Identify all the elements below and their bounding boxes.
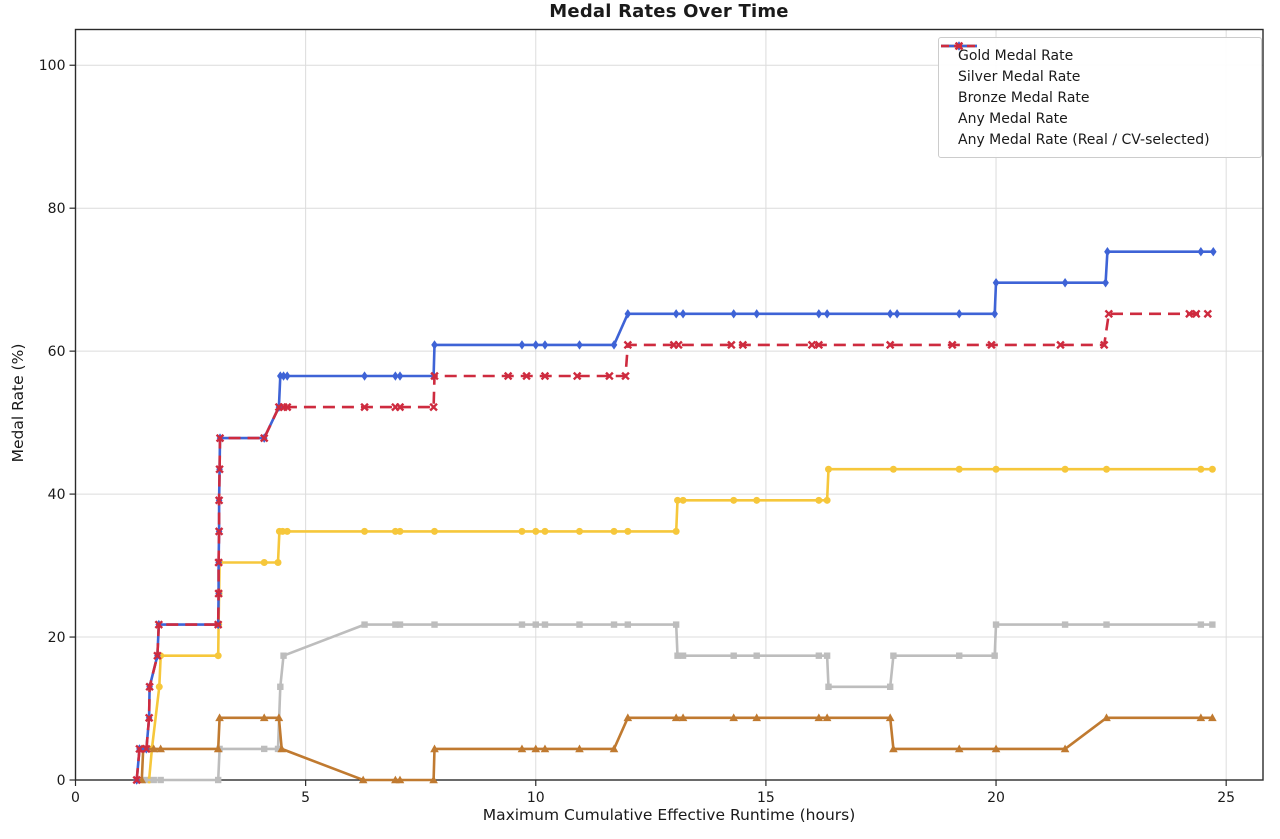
legend-label: Bronze Medal Rate	[958, 89, 1090, 106]
series-any-medal-rate-real-cv-selected	[132, 309, 1213, 785]
y-tick-label: 100	[39, 58, 66, 74]
x-tick-label: 15	[757, 790, 775, 806]
legend-label: Any Medal Rate (Real / CV-selected)	[958, 131, 1210, 148]
y-tick-label: 80	[48, 201, 66, 217]
y-tick-label: 60	[48, 344, 66, 360]
series-any-medal-rate	[133, 247, 1217, 785]
y-tick-label: 20	[48, 630, 66, 646]
legend-item-2: Bronze Medal Rate	[941, 41, 1251, 108]
x-tick-label: 25	[1217, 790, 1235, 806]
x-tick-label: 5	[301, 790, 310, 806]
legend-item-0: Gold Medal Rate	[941, 42, 1251, 66]
series-silver-medal-rate	[141, 621, 1216, 784]
x-tick-label: 10	[527, 790, 545, 806]
legend-item-3: Any Medal Rate	[941, 41, 1251, 129]
x-tick-label: 0	[71, 790, 80, 806]
legend-label: Any Medal Rate	[958, 110, 1068, 127]
y-tick-label: 0	[57, 773, 66, 789]
legend: Gold Medal Rate Silver Medal Rate Bronze M…	[938, 37, 1262, 158]
y-tick-label: 40	[48, 487, 66, 503]
legend-swatch-icon	[941, 41, 977, 51]
x-axis-label: Maximum Cumulative Effective Runtime (ho…	[482, 806, 856, 824]
series-bronze-medal-rate	[137, 713, 1217, 784]
legend-label: Gold Medal Rate	[958, 47, 1074, 64]
legend-item-1: Silver Medal Rate	[941, 42, 1251, 87]
y-axis-label: Medal Rate (%)	[9, 343, 27, 463]
plot-border	[74, 28, 1264, 781]
chart-title: Medal Rates Over Time	[549, 1, 789, 22]
legend-label: Silver Medal Rate	[958, 68, 1081, 85]
legend-item-4: Any Medal Rate (Real / CV-selected)	[941, 41, 1251, 150]
x-tick-label: 20	[987, 790, 1005, 806]
